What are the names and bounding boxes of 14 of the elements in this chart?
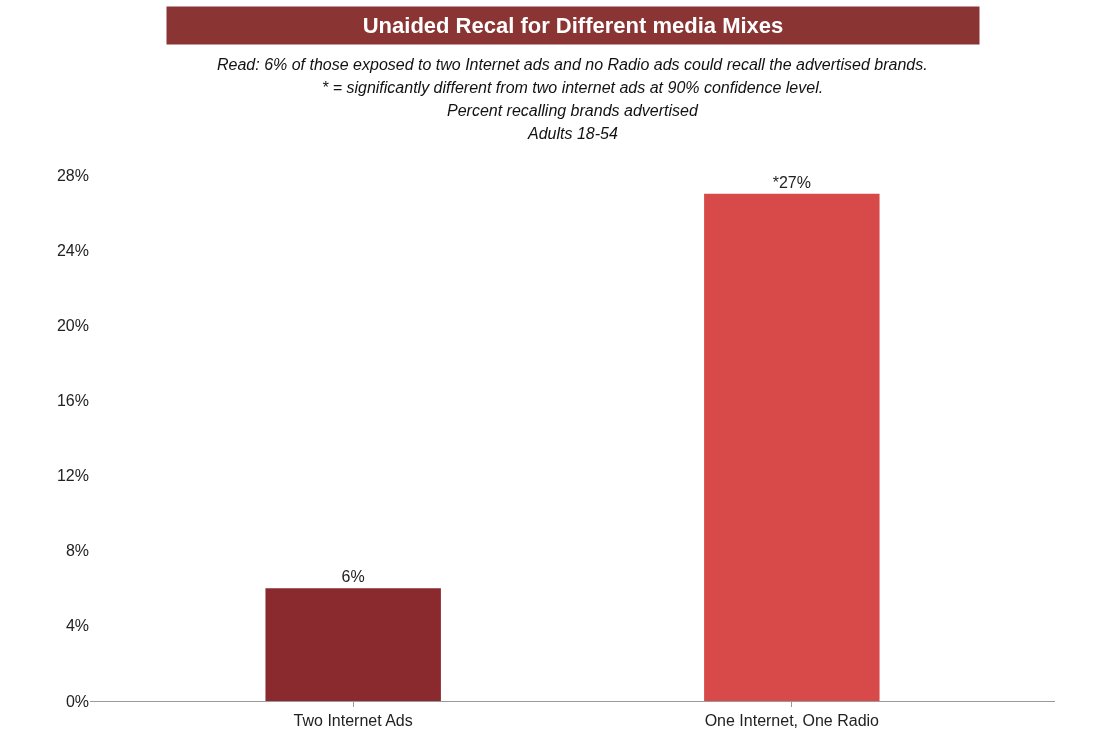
chart-subtitle: Read: 6% of those exposed to two Internet ads and no Radio ads could recall the advertised brands. * = significantly different from two internet ads at 90% confidence level. Percent recalling brands advertised Adults 18-54 [217, 56, 928, 142]
y-tick-label: 20% [56, 316, 89, 334]
y-tick-label: 28% [56, 166, 89, 184]
chart-title: Unaided Recal for Different media Mixes [362, 13, 784, 38]
data-label: 6% [341, 568, 365, 586]
x-tick-label: Two Internet Ads [293, 712, 413, 730]
y-tick-label: 0% [65, 692, 89, 710]
x-tick-label: One Internet, One Radio [704, 712, 880, 730]
y-tick-label: 4% [65, 617, 89, 635]
y-tick-label: 8% [65, 542, 89, 560]
data-label: *27% [772, 173, 811, 191]
y-tick-label: 16% [56, 392, 89, 410]
y-tick-label: 24% [56, 241, 89, 259]
y-tick-label: 12% [56, 467, 89, 485]
